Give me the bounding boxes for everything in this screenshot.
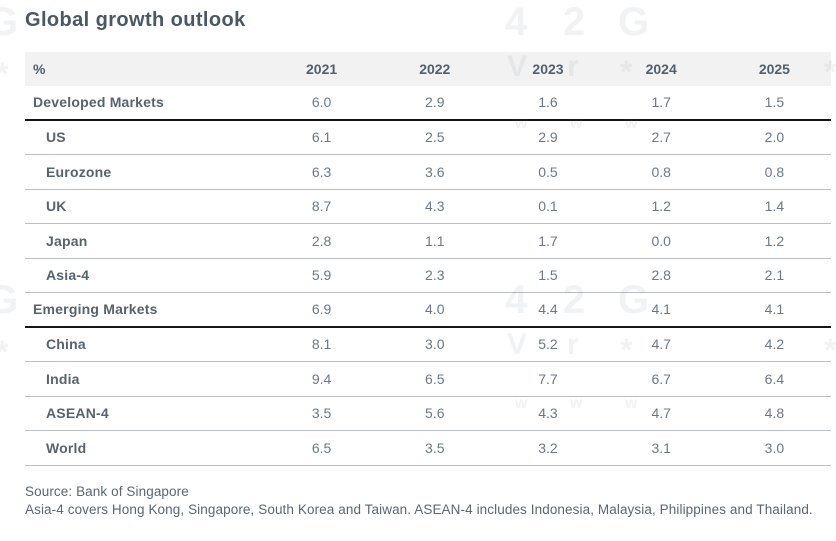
- cell-value: 3.1: [651, 439, 671, 456]
- table-row: UK 8.7 4.3 0.1 1.2 1.4: [25, 190, 831, 224]
- cell-value: 1.2: [764, 232, 785, 249]
- row-label: Asia-4: [46, 267, 90, 284]
- cell-value: 0.5: [538, 163, 558, 180]
- growth-outlook-table: % 2021 2022 2023 2024 2025 Developed Mar…: [25, 52, 831, 466]
- cell-value: 6.5: [311, 439, 332, 456]
- cell-value: 4.3: [425, 198, 445, 215]
- cell-value: 1.7: [538, 232, 558, 249]
- cell-value: 8.1: [311, 336, 332, 353]
- row-label: ASEAN-4: [46, 405, 109, 422]
- cell-value: 2.3: [425, 267, 445, 284]
- page-title: Global growth outlook: [25, 9, 246, 31]
- cell-value: 2.0: [764, 129, 785, 146]
- cell-value: 4.7: [651, 405, 671, 422]
- table-body: Developed Markets 6.0 2.9 1.6 1.7 1.5 US 6.1 2.5…: [25, 86, 831, 466]
- cell-value: 3.0: [764, 439, 785, 456]
- cell-value: 6.4: [764, 370, 785, 387]
- table-row: Developed Markets 6.0 2.9 1.6 1.7 1.5: [25, 86, 831, 121]
- table-row: World 6.5 3.5 3.2 3.1 3.0: [25, 431, 831, 466]
- cell-value: 1.5: [764, 94, 785, 111]
- cell-value: 0.0: [651, 232, 671, 249]
- cell-value: 3.2: [538, 439, 558, 456]
- cell-value: 2.8: [311, 232, 332, 249]
- table-header-row: % 2021 2022 2023 2024 2025: [25, 52, 831, 86]
- cell-value: 0.8: [651, 163, 671, 180]
- year-header-2024: 2024: [645, 61, 677, 77]
- cell-value: 5.6: [425, 405, 445, 422]
- cell-value: 3.5: [311, 405, 332, 422]
- cell-value: 2.9: [538, 129, 558, 146]
- cell-value: 2.1: [764, 267, 785, 284]
- cell-value: 6.3: [311, 163, 332, 180]
- row-label: China: [46, 336, 86, 353]
- row-label: Emerging Markets: [33, 301, 158, 318]
- table-row: Asia-4 5.9 2.3 1.5 2.8 2.1: [25, 259, 831, 293]
- row-label: Japan: [46, 232, 88, 249]
- row-label: UK: [46, 198, 67, 215]
- cell-value: 3.5: [425, 439, 445, 456]
- cell-value: 4.1: [764, 301, 785, 318]
- cell-value: 7.7: [538, 370, 558, 387]
- cell-value: 1.6: [538, 94, 558, 111]
- cell-value: 4.1: [651, 301, 671, 318]
- cell-value: 9.4: [311, 370, 332, 387]
- table-row: China 8.1 3.0 5.2 4.7 4.2: [25, 328, 831, 362]
- table-row: India 9.4 6.5 7.7 6.7 6.4: [25, 362, 831, 397]
- table-row: Emerging Markets 6.9 4.0 4.4 4.1 4.1: [25, 293, 831, 328]
- cell-value: 4.4: [538, 301, 558, 318]
- table-row: US 6.1 2.5 2.9 2.7 2.0: [25, 121, 831, 155]
- cell-value: 2.7: [651, 129, 671, 146]
- cell-value: 8.7: [311, 198, 332, 215]
- source-text: Source: Bank of Singapore: [25, 484, 189, 499]
- cell-value: 3.0: [425, 336, 445, 353]
- cell-value: 4.0: [425, 301, 445, 318]
- year-header-2022: 2022: [419, 61, 451, 77]
- table-row: Japan 2.8 1.1 1.7 0.0 1.2: [25, 224, 831, 259]
- cell-value: 6.5: [425, 370, 445, 387]
- year-header-2021: 2021: [306, 61, 338, 77]
- cell-value: 1.5: [538, 267, 558, 284]
- table-row: ASEAN-4 3.5 5.6 4.3 4.7 4.8: [25, 397, 831, 431]
- cell-value: 0.8: [764, 163, 785, 180]
- cell-value: 2.5: [425, 129, 445, 146]
- cell-value: 0.1: [538, 198, 558, 215]
- year-header-2025: 2025: [758, 61, 790, 77]
- row-label: World: [46, 439, 87, 456]
- cell-value: 4.3: [538, 405, 558, 422]
- cell-value: 2.8: [651, 267, 671, 284]
- cell-value: 4.7: [651, 336, 671, 353]
- cell-value: 5.2: [538, 336, 558, 353]
- cell-value: 6.1: [311, 129, 332, 146]
- cell-value: 5.9: [311, 267, 332, 284]
- row-label: US: [46, 129, 66, 146]
- unit-header-cell: %: [33, 61, 46, 77]
- footnote-text: Asia-4 covers Hong Kong, Singapore, Sout…: [25, 502, 813, 517]
- cell-value: 1.7: [651, 94, 671, 111]
- cell-value: 4.2: [764, 336, 785, 353]
- row-label: India: [46, 370, 80, 387]
- row-label: Developed Markets: [33, 94, 165, 111]
- cell-value: 3.6: [425, 163, 445, 180]
- cell-value: 6.7: [651, 370, 671, 387]
- cell-value: 6.9: [311, 301, 332, 318]
- cell-value: 1.1: [425, 232, 445, 249]
- row-label: Eurozone: [46, 163, 112, 180]
- cell-value: 4.8: [764, 405, 785, 422]
- cell-value: 1.4: [764, 198, 785, 215]
- cell-value: 2.9: [425, 94, 445, 111]
- table-row: Eurozone 6.3 3.6 0.5 0.8 0.8: [25, 155, 831, 190]
- cell-value: 1.2: [651, 198, 671, 215]
- year-header-2023: 2023: [532, 61, 564, 77]
- cell-value: 6.0: [311, 94, 332, 111]
